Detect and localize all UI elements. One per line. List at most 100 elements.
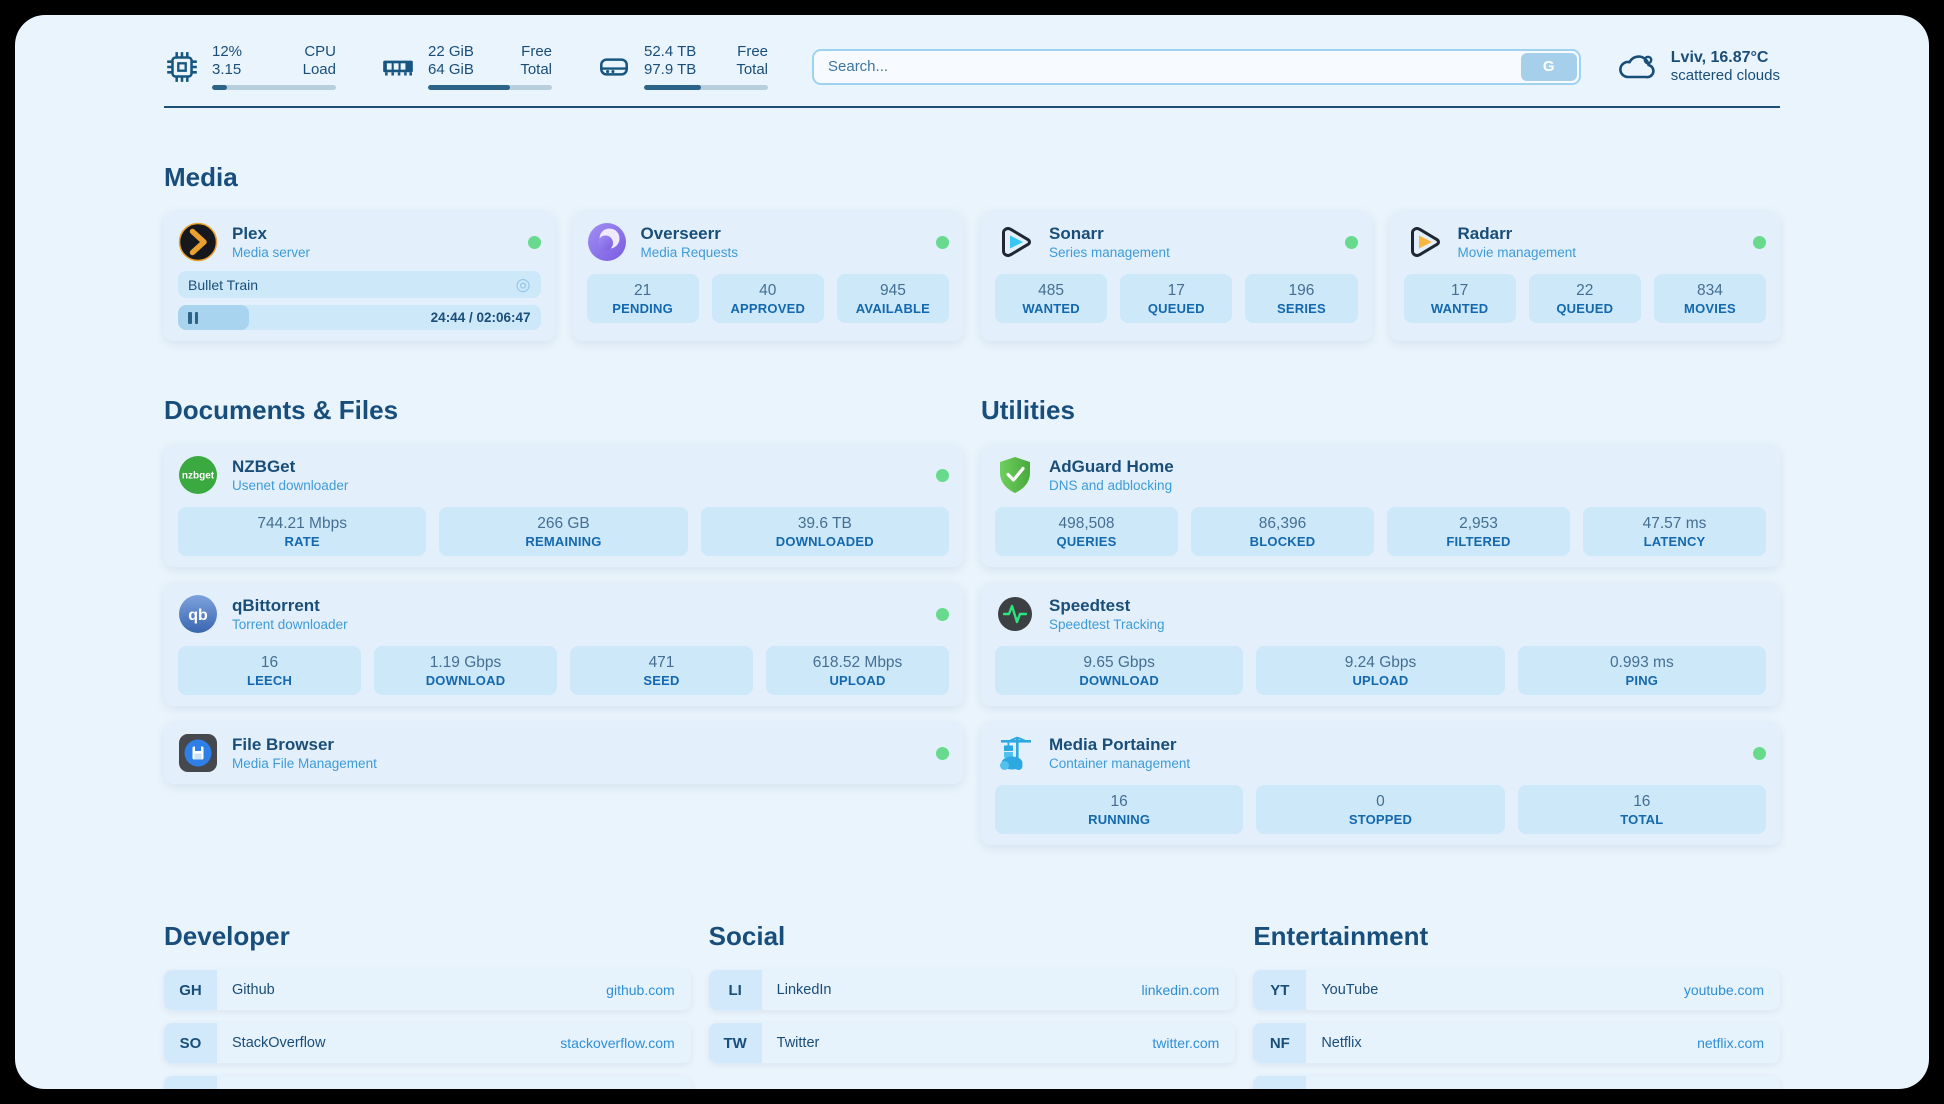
app-card-portainer[interactable]: Media Portainer Container management 16 … xyxy=(981,722,1780,845)
stat-seed: 471 SEED xyxy=(570,646,753,695)
bookmark-stackoverflow[interactable]: SO StackOverflow stackoverflow.com xyxy=(164,1023,691,1063)
bookmark-tag: YT xyxy=(1253,970,1307,1010)
ram-free-label: Free xyxy=(521,43,552,60)
bookmark-name: Github xyxy=(232,982,275,998)
speedtest-icon xyxy=(995,594,1035,634)
app-name: Overseerr xyxy=(640,224,721,243)
pause-icon xyxy=(188,311,198,324)
app-name: NZBGet xyxy=(232,457,296,476)
disk-total-label: Total xyxy=(736,61,768,78)
app-card-radarr[interactable]: Radarr Movie management 17 WANTED 22 QUE… xyxy=(1389,211,1780,341)
bookmark-url[interactable]: youtube.com xyxy=(1683,982,1764,998)
bookmark-youtube[interactable]: YT YouTube youtube.com xyxy=(1253,970,1780,1010)
app-name: Sonarr xyxy=(1049,224,1104,243)
radarr-icon xyxy=(1404,222,1444,262)
stat-running: 16 RUNNING xyxy=(995,785,1244,834)
bookmark-tag: NF xyxy=(1253,1023,1307,1063)
bookmark-url[interactable]: netflix.com xyxy=(1697,1035,1764,1051)
stat-movies: 834 MOVIES xyxy=(1653,274,1767,323)
search-input[interactable] xyxy=(816,58,1521,75)
cpu-percent: 12% xyxy=(212,43,243,60)
status-online-dot xyxy=(527,235,541,249)
status-online-dot xyxy=(1753,746,1766,760)
ram-stat-widget: 22 GiB 64 GiB Free Total xyxy=(380,43,552,90)
status-online-dot xyxy=(936,607,949,621)
ram-total-label: Total xyxy=(520,61,552,78)
cpu-progress-bar xyxy=(212,85,336,90)
overseerr-icon xyxy=(587,222,627,262)
section-title-documents: Documents & Files xyxy=(164,395,399,425)
app-card-speedtest[interactable]: Speedtest Speedtest Tracking 9.65 Gbps D… xyxy=(981,583,1780,706)
stat-download: 1.19 Gbps DOWNLOAD xyxy=(374,646,557,695)
svg-text:qb: qb xyxy=(188,607,208,624)
portainer-icon xyxy=(995,733,1035,773)
status-online-dot xyxy=(1753,235,1766,249)
bookmark-url[interactable]: dev.to xyxy=(638,1088,675,1089)
app-desc: Media server xyxy=(232,245,311,260)
bookmark-name: YouTube xyxy=(1321,982,1379,998)
bookmark-name: Twitter xyxy=(776,1035,820,1051)
bookmark-name: DEV xyxy=(232,1088,262,1089)
social-column: Social LI LinkedIn linkedin.com TW Twitt… xyxy=(708,921,1236,1089)
app-name: Media Portainer xyxy=(1049,735,1177,754)
app-card-sonarr[interactable]: Sonarr Series management 485 WANTED 17 Q… xyxy=(981,211,1372,341)
app-card-plex[interactable]: Plex Media server Bullet Train ◎ 24:44 /… xyxy=(164,211,555,341)
stat-ping: 0.993 ms PING xyxy=(1517,646,1766,695)
bookmark-url[interactable]: twitter.com xyxy=(1152,1035,1220,1051)
stat-upload: 618.52 Mbps UPLOAD xyxy=(766,646,949,695)
qbittorrent-icon: qb xyxy=(178,594,218,634)
bookmark-linkedin[interactable]: LI LinkedIn linkedin.com xyxy=(708,970,1236,1010)
bookmark-tag: RE xyxy=(1253,1076,1307,1089)
app-card-overseerr[interactable]: Overseerr Media Requests 21 PENDING 40 A… xyxy=(572,211,963,341)
app-card-qbittorrent[interactable]: qb qBittorrent Torrent downloader 16 LEE… xyxy=(164,583,963,706)
bookmark-url[interactable]: reddit.com xyxy=(1699,1088,1764,1089)
nzbget-icon: nzbget xyxy=(178,455,218,495)
app-name: AdGuard Home xyxy=(1049,457,1174,476)
bookmark-dev[interactable]: DT DEV dev.to xyxy=(164,1076,691,1089)
status-online-dot xyxy=(936,235,949,249)
sonarr-icon xyxy=(995,222,1035,262)
bookmark-github[interactable]: GH Github github.com xyxy=(164,970,691,1010)
developer-column: Developer GH Github github.com SO StackO… xyxy=(164,921,691,1089)
cpu-stat-widget: 12% 3.15 CPU Load xyxy=(164,43,336,90)
disk-free-label: Free xyxy=(737,43,768,60)
status-online-dot xyxy=(1344,235,1358,249)
entertainment-column: Entertainment YT YouTube youtube.com NF … xyxy=(1253,921,1780,1089)
status-online-dot xyxy=(936,746,949,760)
app-desc: Media File Management xyxy=(232,756,377,771)
bookmark-url[interactable]: github.com xyxy=(606,982,675,998)
app-desc: DNS and adblocking xyxy=(1049,478,1173,493)
cpu-icon xyxy=(164,49,200,85)
media-grid: Plex Media server Bullet Train ◎ 24:44 /… xyxy=(164,211,1780,341)
bookmark-twitter[interactable]: TW Twitter twitter.com xyxy=(708,1023,1236,1063)
bookmark-url[interactable]: stackoverflow.com xyxy=(560,1035,675,1051)
stat-latency: 47.57 ms LATENCY xyxy=(1583,507,1766,556)
app-card-filebrowser[interactable]: File Browser Media File Management xyxy=(164,722,963,784)
bookmark-netflix[interactable]: NF Netflix netflix.com xyxy=(1253,1023,1780,1063)
stat-upload: 9.24 Gbps UPLOAD xyxy=(1256,646,1505,695)
bookmark-url[interactable]: linkedin.com xyxy=(1141,982,1220,998)
section-title-utilities: Utilities xyxy=(981,395,1075,425)
app-desc: Usenet downloader xyxy=(232,478,349,493)
stat-queued: 17 QUEUED xyxy=(1120,274,1233,323)
cloud-icon xyxy=(1618,54,1655,78)
disk-free-value: 52.4 TB xyxy=(644,43,697,60)
app-card-adguard[interactable]: AdGuard Home DNS and adblocking 498,508 … xyxy=(981,444,1780,567)
now-playing-bar: Bullet Train ◎ xyxy=(178,271,541,298)
bookmark-reddit[interactable]: RE Reddit reddit.com xyxy=(1253,1076,1780,1089)
section-title-social: Social xyxy=(708,921,786,951)
bookmark-tag: GH xyxy=(164,970,217,1010)
bookmark-name: LinkedIn xyxy=(776,982,832,998)
weather-widget: Lviv, 16.87°C scattered clouds xyxy=(1615,49,1780,85)
disk-total-value: 97.9 TB xyxy=(644,61,697,78)
stat-total: 16 TOTAL xyxy=(1517,785,1766,834)
stat-downloaded: 39.6 TB DOWNLOADED xyxy=(700,507,949,556)
search-engine-button[interactable]: G xyxy=(1520,52,1577,81)
top-bar: 12% 3.15 CPU Load xyxy=(164,15,1780,90)
bookmark-tag: TW xyxy=(708,1023,762,1063)
now-playing-title: Bullet Train xyxy=(188,276,259,293)
app-desc: Media Requests xyxy=(640,245,739,260)
plex-icon xyxy=(178,222,218,262)
app-card-nzbget[interactable]: nzbget NZBGet Usenet downloader 744.21 M… xyxy=(164,444,963,567)
search-bar[interactable]: G xyxy=(812,48,1581,85)
